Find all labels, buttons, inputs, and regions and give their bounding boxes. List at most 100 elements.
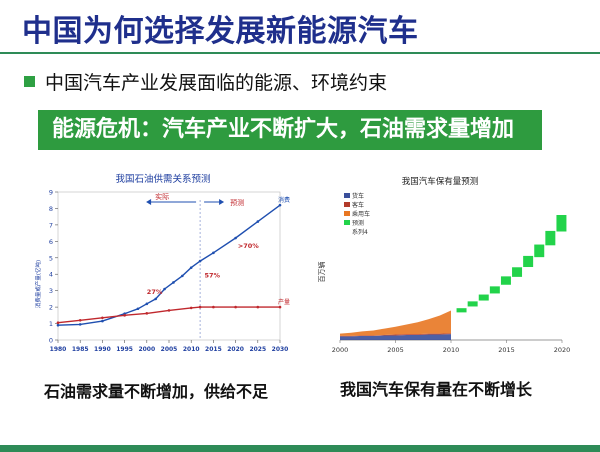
production-line (57, 306, 280, 324)
right-chart-caption: 我国汽车保有量在不断增长 (340, 380, 533, 399)
consumption-point (101, 319, 104, 323)
legend-swatch (344, 220, 350, 225)
legend-label: 系列4 (352, 228, 368, 236)
actual-label: 实际 (155, 192, 169, 201)
chart-title: 我国石油供需关系预测 (115, 173, 210, 185)
series-label: 产量 (278, 298, 290, 306)
forecast-bar (456, 308, 467, 313)
x-tick-label: 2020 (554, 346, 571, 354)
production-point (198, 305, 202, 309)
bottom-bar (0, 445, 600, 452)
plot-frame (57, 191, 281, 341)
production-point (189, 306, 193, 310)
legend-label: 预测 (352, 219, 364, 227)
plot-area: 0 1 2 3 4 5 6 7 8 9 1980 1985 1990 1995 2000 2005 2010 20… (49, 189, 290, 354)
production-point (78, 318, 82, 322)
forecast-bar (500, 276, 511, 285)
stacked-area-passenger (340, 310, 451, 336)
production-point (256, 305, 260, 309)
title-divider (0, 52, 600, 54)
gap-annotation: >70% (238, 242, 259, 250)
y-tick-label: 6 (49, 238, 53, 246)
bullet-row: 中国汽车产业发展面临的能源、环境约束 (24, 68, 387, 95)
x-tick-label: 2010 (183, 346, 200, 353)
production-point (56, 321, 60, 325)
oil-supply-demand-chart: 我国石油供需关系预测 消费量或产量(亿吨) 0 1 2 3 4 5 6 7 8 9 1980 1985… (34, 173, 290, 354)
actual-arrow-head (146, 199, 152, 205)
y-tick-label: 9 (49, 189, 53, 197)
gap-annotation: 57% (205, 272, 221, 280)
vehicle-ownership-chart: 我国汽车保有量预测 百万辆 2000 2005 2010 2015 2020 货车客车乘用… (317, 176, 571, 354)
square-bullet-icon (24, 76, 35, 87)
x-tick-label: 2000 (332, 346, 349, 354)
consumption-point (56, 323, 60, 327)
x-tick-label: 2030 (272, 346, 289, 353)
forecast-label: 预测 (230, 198, 244, 207)
x-tick-label: 1985 (72, 346, 89, 353)
consumption-line (57, 204, 281, 326)
energy-crisis-banner: 能源危机：汽车产业不断扩大，石油需求量增加 (38, 110, 542, 150)
consumption-point (212, 251, 215, 255)
x-tick-label: 2015 (498, 346, 515, 354)
legend-label: 货车 (352, 192, 364, 200)
consumption-point (154, 297, 157, 301)
production-point (145, 312, 149, 315)
y-axis-label: 消费量或产量(亿吨) (34, 260, 42, 308)
legend-label: 客车 (352, 201, 364, 209)
forecast-bar (534, 244, 545, 258)
x-tick-label: 2005 (161, 346, 178, 353)
forecast-bar (478, 294, 489, 301)
forecast-bar (556, 215, 567, 232)
stacked-area-bus (340, 333, 451, 337)
legend-swatch (344, 193, 350, 198)
y-tick-label: 1 (49, 320, 53, 328)
y-tick-label: 2 (49, 304, 53, 312)
left-chart-caption: 石油需求量不断增加，供给不足 (44, 382, 269, 401)
y-tick-label: 4 (49, 271, 53, 279)
x-tick-label: 2000 (138, 346, 155, 353)
consumption-point (256, 220, 260, 223)
consumption-point (278, 203, 282, 207)
x-tick-label: 2020 (227, 346, 244, 353)
x-tick-label: 2005 (387, 346, 404, 354)
forecast-bar (489, 286, 500, 294)
series-label: 消费量 (278, 196, 290, 204)
consumption-point (78, 323, 82, 326)
forecast-bar (523, 255, 534, 268)
consumption-point (172, 281, 175, 284)
y-tick-label: 5 (49, 254, 53, 262)
consumption-point (234, 236, 237, 240)
production-point (234, 305, 237, 309)
bullet-text: 中国汽车产业发展面临的能源、环境约束 (45, 72, 388, 94)
slide-title: 中国为何选择发展新能源汽车 (22, 14, 419, 49)
x-tick-label: 1995 (116, 346, 133, 353)
consumption-point (181, 274, 184, 278)
x-tick-label: 2010 (443, 346, 460, 354)
y-tick-label: 8 (49, 205, 53, 213)
x-tick-label: 2015 (205, 346, 222, 353)
chart-title: 我国汽车保有量预测 (402, 176, 479, 187)
y-tick-label: 7 (49, 221, 53, 229)
x-tick-label: 2025 (249, 346, 266, 353)
forecast-bar (467, 301, 478, 307)
consumption-point (198, 259, 202, 263)
legend-swatch (344, 211, 350, 216)
x-tick-label: 1980 (50, 346, 67, 353)
y-axis-label: 百万辆 (317, 262, 326, 283)
forecast-bar (545, 230, 556, 246)
y-tick-label: 3 (49, 287, 53, 295)
y-tick-label: 0 (49, 337, 53, 345)
legend-swatch (344, 202, 350, 207)
forecast-arrow-head (219, 199, 225, 205)
consumption-point (145, 302, 149, 306)
production-point (167, 309, 171, 312)
stacked-area-truck (340, 334, 451, 340)
consumption-point (189, 266, 193, 269)
production-point (123, 314, 126, 317)
consumption-point (163, 287, 166, 291)
production-point (212, 305, 215, 309)
consumption-point (136, 307, 140, 311)
legend-label: 乘用车 (352, 210, 370, 218)
